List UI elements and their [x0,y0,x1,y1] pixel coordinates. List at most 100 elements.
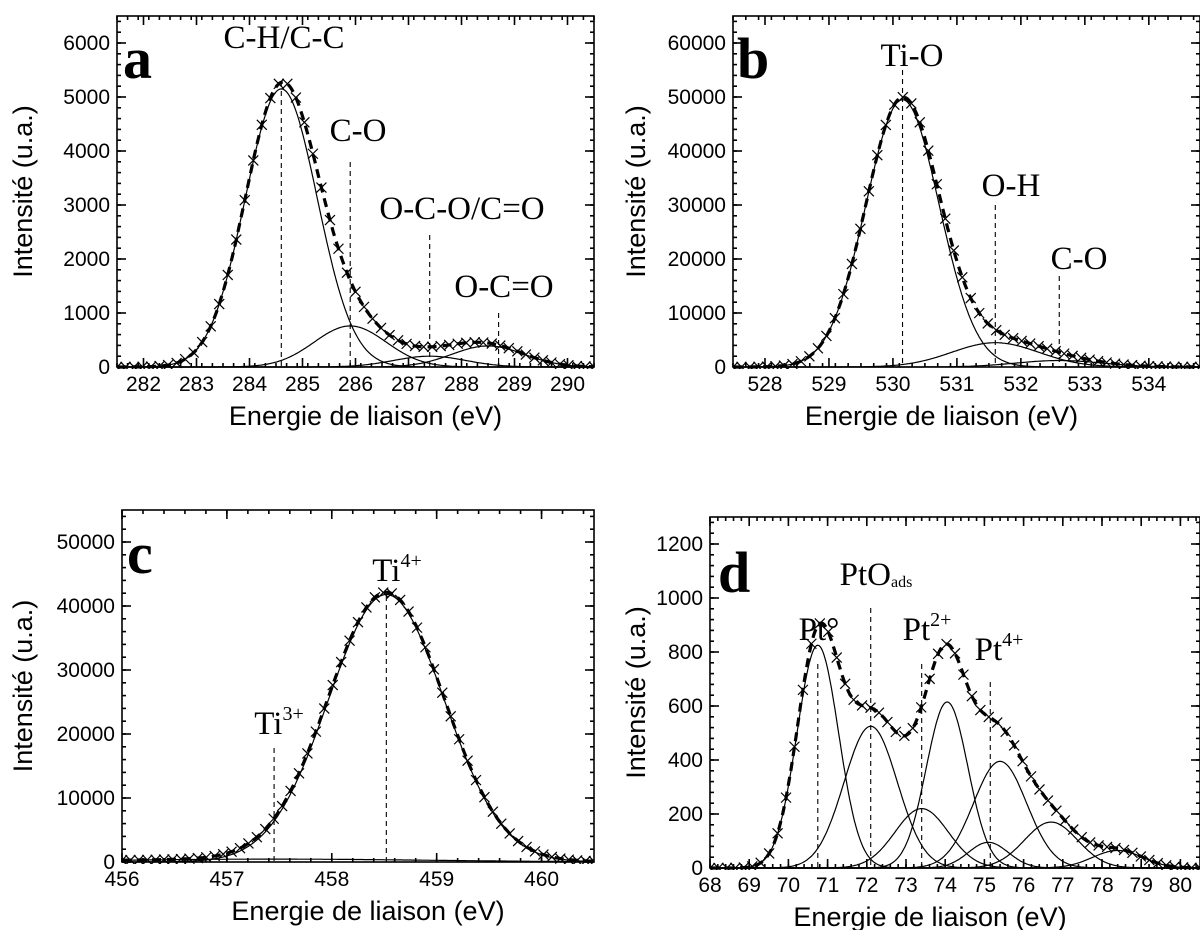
data-point [384,329,395,341]
x-tick-label: 288 [444,373,479,396]
data-point [150,854,162,864]
y-tick-label: 6000 [63,32,110,55]
data-point [973,307,985,319]
x-tick-label: 289 [497,373,532,396]
data-point [162,359,174,369]
data-point [956,271,968,283]
data-point [128,361,140,369]
data-point [1118,844,1130,856]
data-point [445,710,457,722]
x-tick-label: 75 [973,874,996,897]
data-point [1024,338,1036,350]
data-point [302,748,313,759]
data-point [770,360,781,369]
panel-letter: d [718,540,750,605]
y-tick-label: 60000 [668,32,726,55]
y-tick-label: 0 [691,857,703,880]
data-point [462,755,473,767]
data-point [377,587,389,599]
x-tick-label: 460 [524,868,559,891]
data-point [880,119,892,131]
peak-label: C-O [330,113,387,149]
data-point [1084,837,1096,848]
data-point [1000,726,1012,738]
data-point [746,861,758,870]
data-point [1152,361,1163,369]
data-point [401,338,413,350]
data-point [226,846,237,858]
data-point [710,862,716,870]
data-point [907,722,919,734]
y-axis-title: Intensité (u.a.) [621,606,651,779]
x-tick-label: 73 [894,874,917,897]
x-tick-label: 287 [391,373,426,396]
x-tick-label: 290 [550,373,585,396]
data-point [175,853,187,864]
data-point [403,606,414,617]
data-point [713,862,724,870]
data-point [780,792,792,804]
data-point [983,711,995,723]
data-point [469,336,481,348]
data-point [932,648,944,660]
data-point [1194,862,1200,870]
data-point [763,848,775,859]
data-point [1042,795,1054,806]
data-point [545,357,557,368]
data-point [411,622,423,634]
data-point [1058,348,1070,360]
peak-label: O-H [982,168,1041,204]
x-tick-label: 283 [179,373,214,396]
data-point [503,342,515,354]
data-point [154,360,166,369]
data-point [394,594,406,606]
data-point [426,341,438,353]
panel-a: 282 283 284 285 286 287 288 289 290 0 1000 2000 3000… [8,15,595,431]
data-point [738,862,750,870]
data-point [495,818,507,830]
data-point [158,854,170,864]
data-point [888,99,900,111]
x-axis-title: Energie de liaison (eV) [805,401,1078,431]
data-point [1177,361,1189,369]
y-tick-label: 2000 [63,248,110,271]
data-point [316,182,327,194]
x-tick-label: 532 [1003,373,1038,396]
data-point [939,213,951,225]
data-point [965,292,977,304]
data-point [479,791,490,803]
data-point [744,361,756,369]
data-point [1109,358,1121,369]
data-point [958,669,969,681]
data-point [209,850,221,862]
data-point [580,361,591,369]
data-point [409,340,421,352]
y-tick-label: 4000 [63,140,110,163]
data-point [1059,814,1071,826]
data-point [563,854,575,864]
data-point [487,806,499,818]
data-point [941,638,952,650]
data-point [1126,359,1138,369]
data-point [1160,361,1172,369]
data-point [787,358,798,369]
component-curve [122,593,594,863]
data-point [1169,861,1181,870]
data-point [580,855,591,864]
data-point [420,641,431,653]
data-point [881,716,893,728]
peak-label: O-C=O [454,269,553,305]
data-point [812,342,824,354]
data-point [290,92,302,104]
data-point [324,214,336,226]
data-point [1034,783,1045,795]
data-point [1118,359,1130,369]
panel-d: 68 69 70 71 72 73 74 75 76 77 78 79 8002004006008001… [621,516,1200,930]
y-tick-label: 3000 [63,194,110,217]
x-tick-label: 285 [285,373,320,396]
data-point [588,361,594,369]
data-point [1075,352,1087,364]
x-tick-label: 286 [338,373,373,396]
data-point [546,851,558,863]
data-point [856,700,868,711]
